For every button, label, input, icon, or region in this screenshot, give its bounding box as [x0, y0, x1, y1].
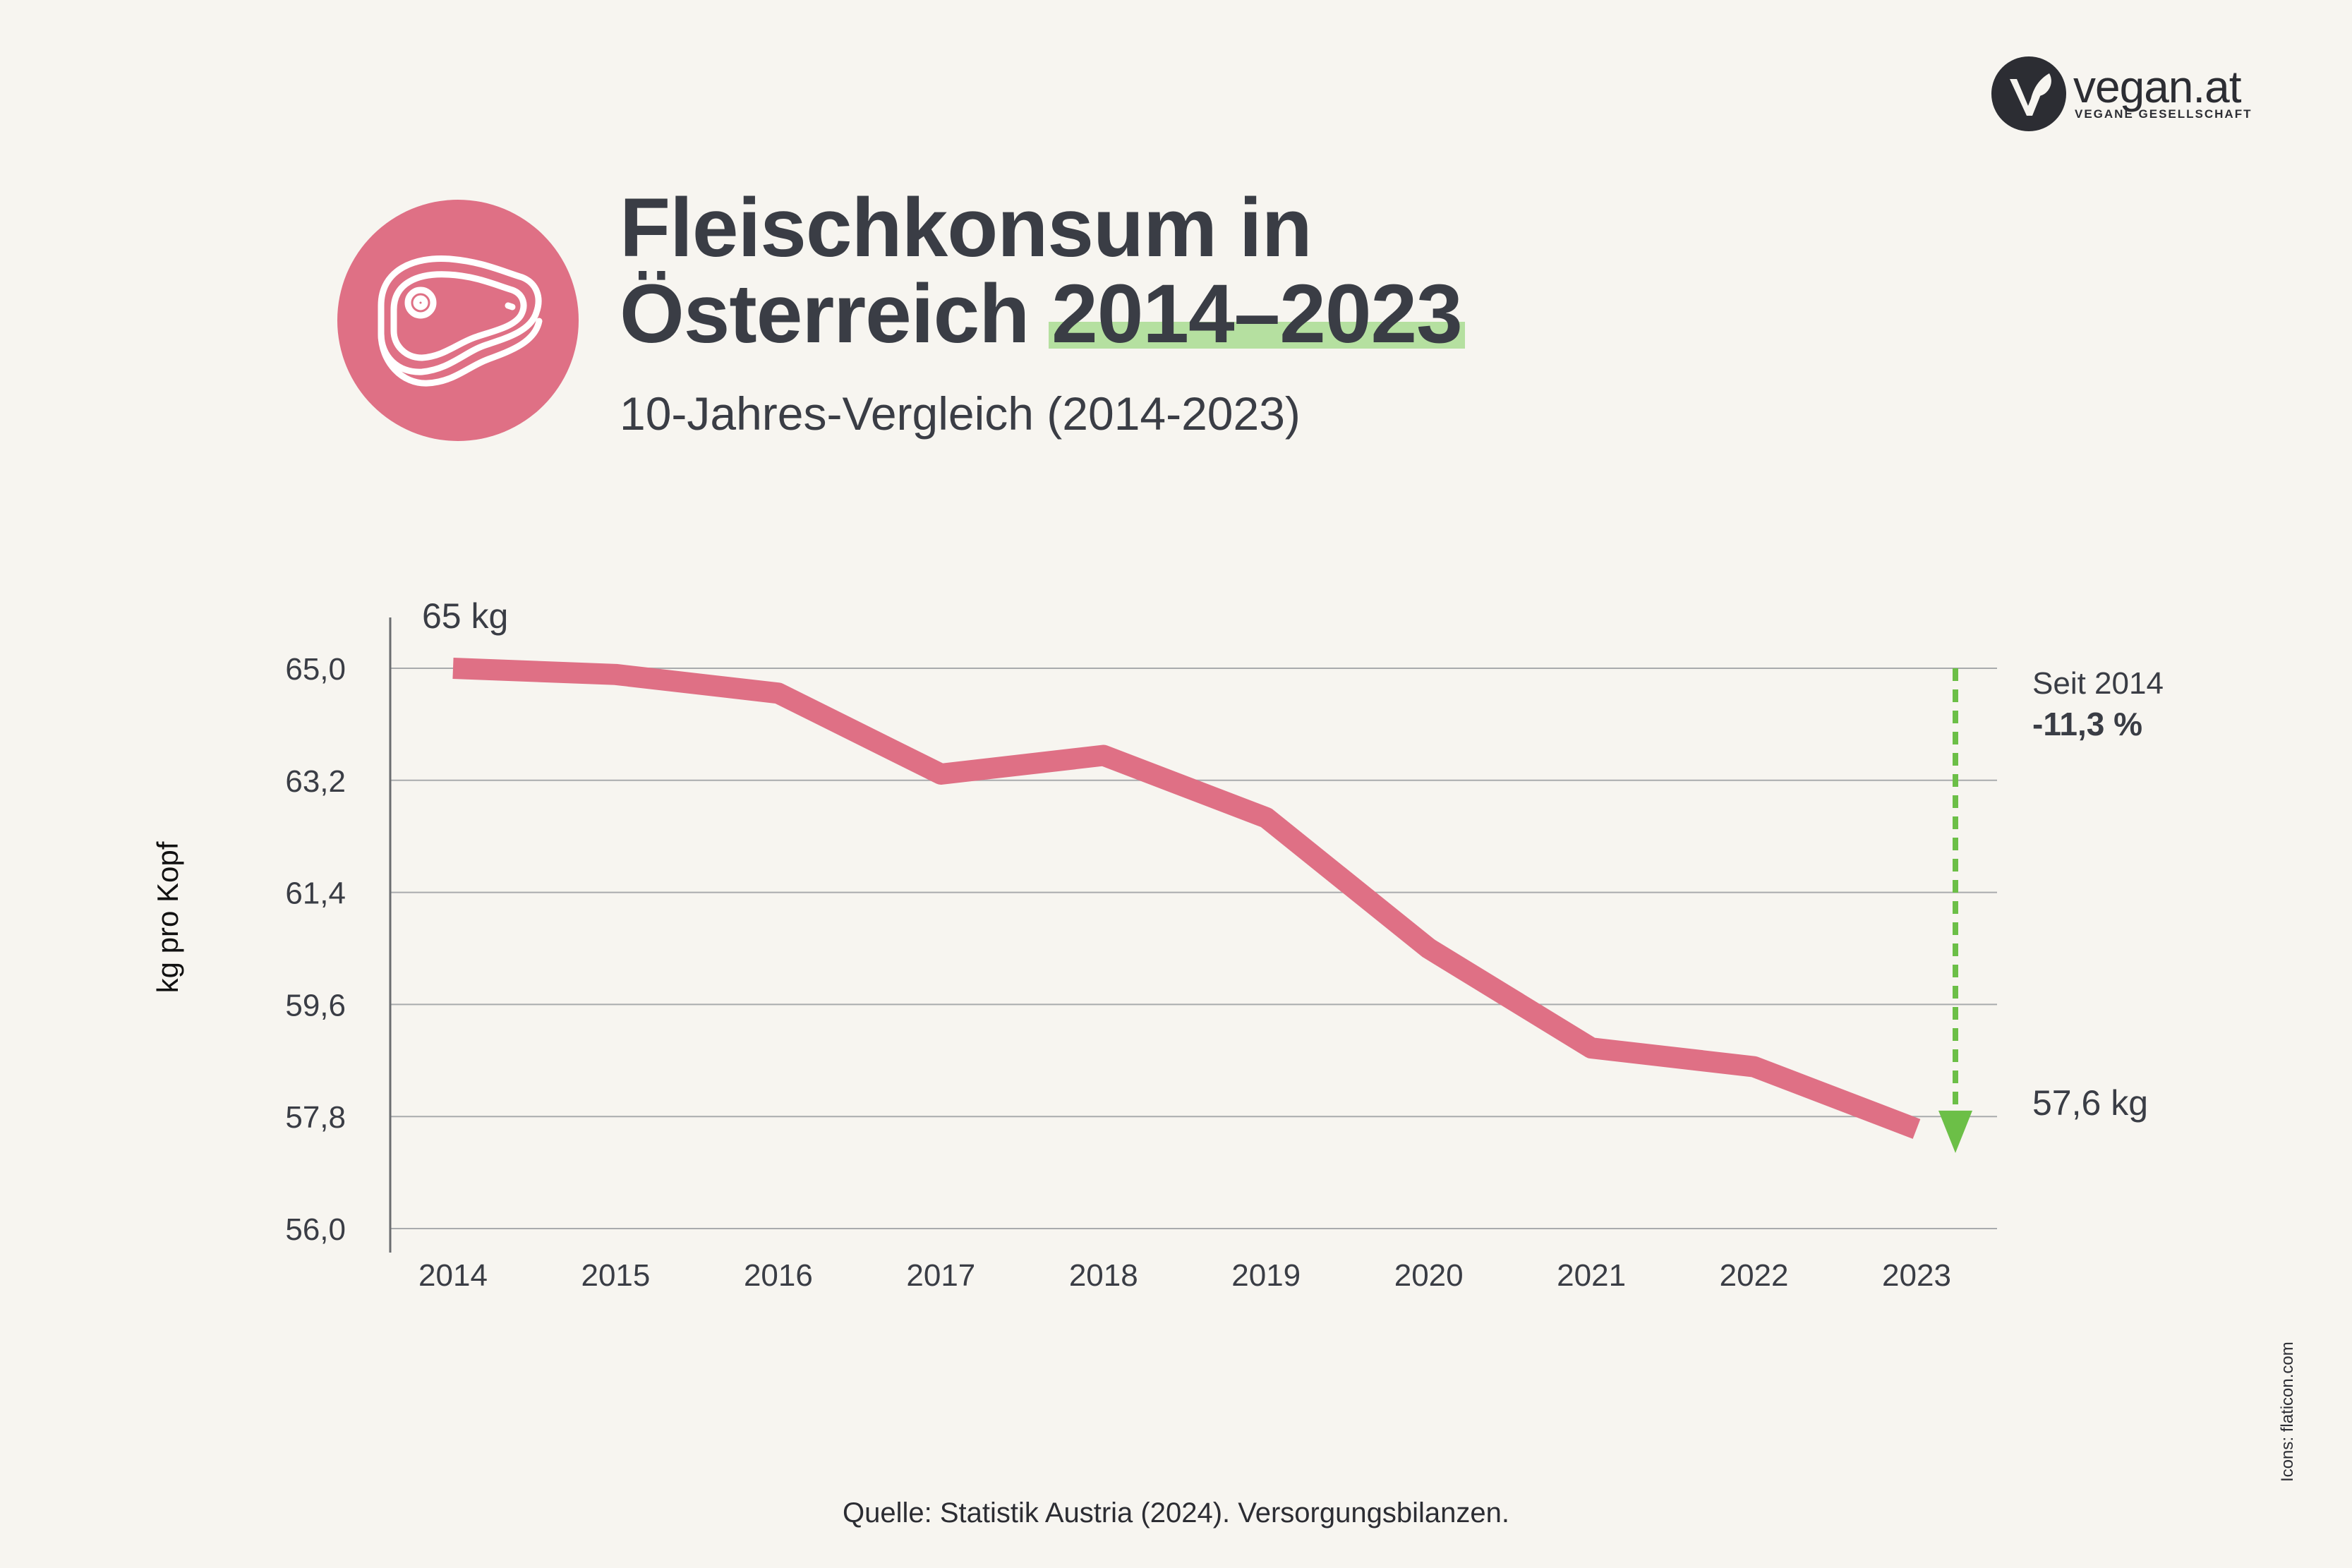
page-subtitle: 10-Jahres-Vergleich (2014-2023): [620, 387, 1301, 440]
y-tick-label: 59,6: [285, 988, 346, 1023]
steak-icon: [378, 255, 543, 387]
brand-tagline: VEGANE GESELLSCHAFT: [2075, 107, 2253, 121]
change-value: -11,3 %: [2032, 706, 2142, 742]
x-tick-label: 2022: [1720, 1258, 1789, 1293]
change-arrow-head: [1938, 1110, 1972, 1153]
title-highlight: 2014–2023: [1049, 271, 1465, 357]
icon-credits: Icons: flaticon.com: [2278, 1341, 2297, 1482]
y-tick-label: 61,4: [285, 876, 346, 911]
title-prefix: Österreich: [620, 267, 1052, 361]
y-axis-title: kg pro Kopf: [151, 841, 184, 993]
end-value-label: 57,6 kg: [2032, 1083, 2148, 1123]
brand-logo: vegan.at VEGANE GESELLSCHAFT: [1990, 55, 2286, 133]
brand-name: vegan.at: [2073, 61, 2242, 112]
x-tick-label: 2023: [1882, 1258, 1951, 1293]
y-tick-label: 56,0: [285, 1212, 346, 1247]
x-tick-label: 2015: [581, 1258, 650, 1293]
series-line: [452, 658, 1921, 1139]
y-tick-label: 65,0: [285, 652, 346, 687]
change-caption: Seit 2014: [2032, 666, 2164, 701]
x-tick-label: 2017: [906, 1258, 975, 1293]
x-tick-label: 2014: [418, 1258, 488, 1293]
x-tick-label: 2021: [1557, 1258, 1626, 1293]
x-tick-label: 2019: [1231, 1258, 1301, 1293]
y-tick-label: 63,2: [285, 764, 346, 799]
page-title: Fleischkonsum in Österreich 2014–2023: [620, 181, 1465, 357]
y-tick-label: 57,8: [285, 1100, 346, 1135]
title-highlight-text: 2014–2023: [1051, 267, 1463, 361]
title-line-1: Fleischkonsum in: [620, 181, 1313, 275]
x-tick-label: 2020: [1394, 1258, 1464, 1293]
x-tick-label: 2018: [1069, 1258, 1138, 1293]
start-value-label: 65 kg: [422, 596, 508, 636]
title-line-2: Österreich 2014–2023: [620, 271, 1465, 357]
x-tick-label: 2016: [744, 1258, 813, 1293]
header-icon-badge: [337, 200, 579, 441]
source-note: Quelle: Statistik Austria (2024). Versor…: [843, 1497, 1509, 1528]
v-leaf-logo-icon: [1991, 56, 2066, 131]
